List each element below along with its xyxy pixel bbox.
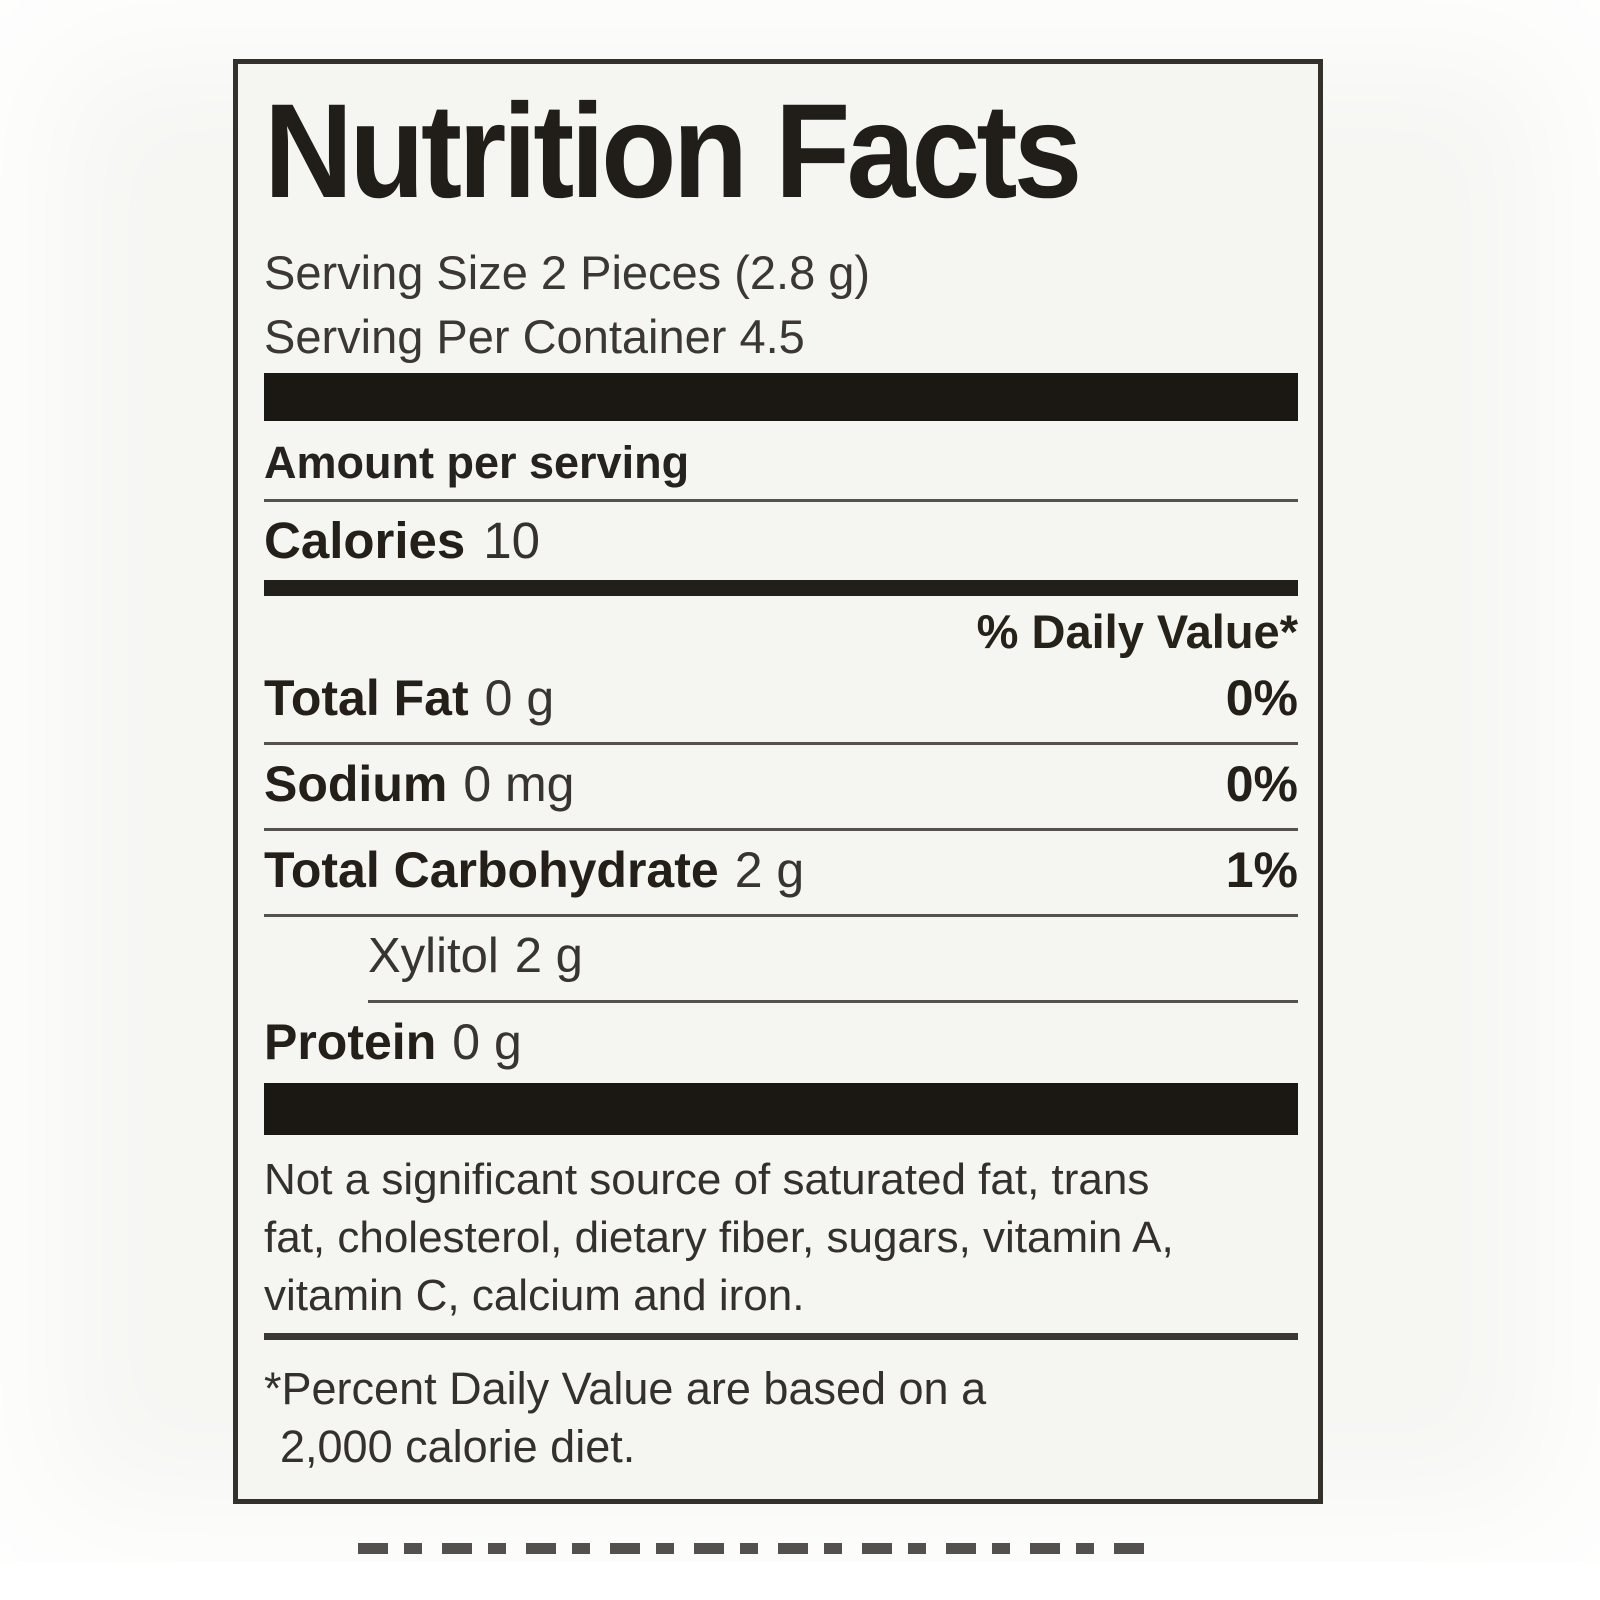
- separator-bar-top: [264, 373, 1298, 422]
- disclaimer-text: Not a significant source of saturated fa…: [264, 1155, 1174, 1321]
- nutrient-row-total-carbohydrate: Total Carbohydrate 2 g 1%: [264, 831, 1298, 918]
- calories-value: 10: [483, 512, 540, 570]
- nutrient-name-amount: Protein 0 g: [264, 1014, 522, 1071]
- daily-value-header: % Daily Value*: [976, 605, 1298, 659]
- nutrient-name-amount: Total Fat 0 g: [264, 670, 555, 727]
- daily-value-percent: 0%: [1225, 756, 1298, 813]
- nutrient-row-sodium: Sodium 0 mg 0%: [264, 745, 1298, 832]
- serving-size: Serving Size 2 Pieces (2.8 g): [264, 246, 871, 300]
- nutrient-row-total-fat: Total Fat 0 g 0%: [264, 659, 1298, 746]
- footnote-text: *Percent Daily Value are based on a 2,00…: [264, 1363, 987, 1473]
- clipped-text-fragment: [358, 1543, 1158, 1554]
- servings-per-container: Serving Per Container 4.5: [264, 310, 805, 364]
- nutrient-row-protein: Protein 0 g: [264, 1003, 1298, 1083]
- daily-value-percent: 0%: [1225, 670, 1298, 727]
- serving-info: Serving Size 2 Pieces (2.8 g) Serving Pe…: [264, 241, 1298, 369]
- calories-row: Calories 10: [264, 512, 1298, 570]
- separator-bar-calories: [264, 580, 1298, 597]
- nutrient-name-amount: Xylitol 2 g: [368, 929, 583, 984]
- nutrient-name-amount: Sodium 0 mg: [264, 756, 575, 813]
- daily-value-percent: 1%: [1225, 842, 1298, 899]
- nutrition-facts-label: Nutrition Facts Serving Size 2 Pieces (2…: [233, 59, 1323, 1504]
- footnote-rule: [264, 1333, 1298, 1341]
- nutrient-name-amount: Total Carbohydrate 2 g: [264, 842, 805, 899]
- amount-per-serving-label: Amount per serving: [264, 437, 1298, 503]
- bottom-white-strip: [0, 1562, 1600, 1600]
- separator-bar-bottom: [264, 1083, 1298, 1136]
- nutrient-row-xylitol: Xylitol 2 g: [368, 917, 1298, 1004]
- calories-label: Calories: [264, 512, 466, 570]
- label-title: Nutrition Facts: [264, 77, 1082, 226]
